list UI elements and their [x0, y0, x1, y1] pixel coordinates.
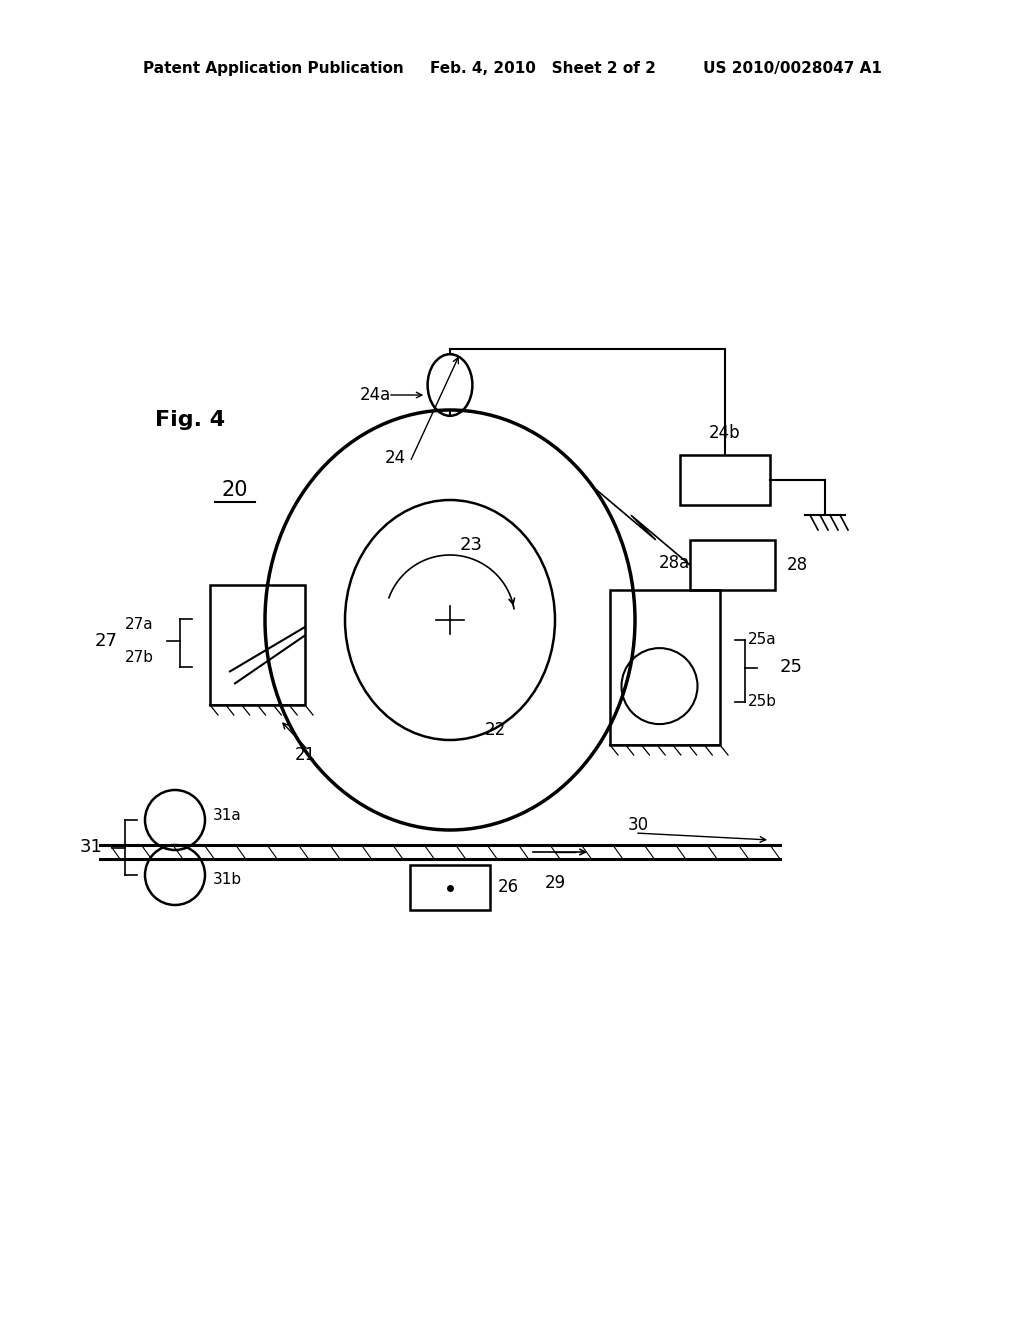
Text: 26: 26 — [498, 879, 519, 896]
Text: 31a: 31a — [213, 808, 242, 822]
Text: Patent Application Publication     Feb. 4, 2010   Sheet 2 of 2         US 2010/0: Patent Application Publication Feb. 4, 2… — [142, 61, 882, 75]
Text: 29: 29 — [545, 874, 565, 892]
Bar — [410, 865, 490, 909]
Text: 28a: 28a — [658, 553, 689, 572]
Text: 24: 24 — [385, 449, 407, 467]
Text: 30: 30 — [628, 816, 649, 834]
Text: 24a: 24a — [360, 385, 391, 404]
Bar — [210, 585, 305, 705]
Text: 27b: 27b — [125, 649, 154, 664]
Text: 27a: 27a — [125, 618, 154, 632]
Bar — [680, 455, 770, 506]
Bar — [610, 590, 720, 744]
Bar — [690, 540, 775, 590]
Text: 28: 28 — [787, 556, 808, 574]
Text: Fig. 4: Fig. 4 — [155, 411, 225, 430]
Text: 25b: 25b — [748, 694, 777, 709]
Text: 20: 20 — [222, 480, 248, 500]
Text: 31: 31 — [80, 838, 102, 857]
Text: 23: 23 — [460, 536, 483, 554]
Text: 25: 25 — [780, 659, 803, 676]
Text: 27: 27 — [95, 632, 118, 651]
Text: 24b: 24b — [710, 424, 740, 442]
Text: 21: 21 — [295, 746, 316, 764]
Text: 25a: 25a — [748, 632, 776, 647]
Text: 22: 22 — [485, 721, 506, 739]
Text: 31b: 31b — [213, 873, 242, 887]
